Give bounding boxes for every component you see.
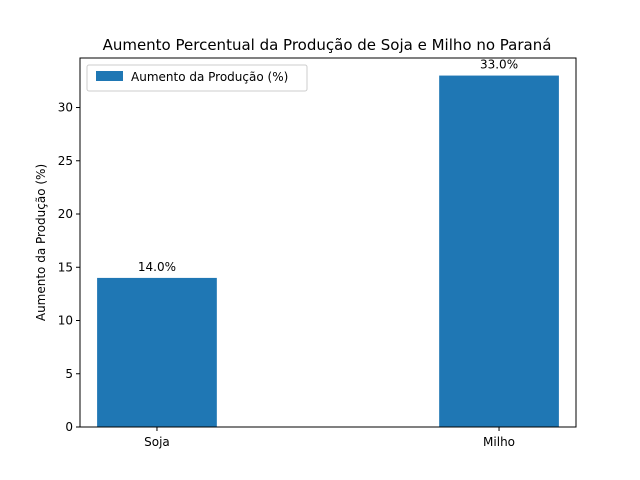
legend-swatch [96, 71, 123, 81]
legend-label: Aumento da Produção (%) [131, 70, 288, 84]
bar-value-label: 33.0% [480, 58, 518, 72]
legend-box [86, 64, 308, 92]
y-axis-label: Aumento da Produção (%) [34, 164, 48, 321]
y-tick-label: 5 [65, 367, 73, 381]
bar-soja [97, 277, 217, 427]
y-tick-label: 15 [58, 260, 73, 274]
y-axis: 0 5 10 15 20 25 30 [58, 101, 80, 434]
y-tick-label: 20 [58, 207, 73, 221]
chart-title: Aumento Percentual da Produção de Soja e… [103, 36, 552, 54]
y-tick-label: 0 [65, 420, 73, 434]
bars-group [97, 75, 559, 428]
bar-value-label: 14.0% [138, 260, 176, 274]
y-tick-label: 30 [58, 101, 73, 115]
y-tick-label: 25 [58, 154, 73, 168]
x-tick-label: Soja [144, 435, 170, 449]
bar-milho [439, 75, 559, 428]
legend: Aumento da Produção (%) [86, 64, 308, 92]
x-tick-label: Milho [483, 435, 515, 449]
bar-labels-group: 14.0% 33.0% [138, 58, 518, 274]
x-axis: Soja Milho [144, 427, 515, 449]
y-tick-label: 10 [58, 314, 73, 328]
plot-frame [79, 57, 577, 428]
